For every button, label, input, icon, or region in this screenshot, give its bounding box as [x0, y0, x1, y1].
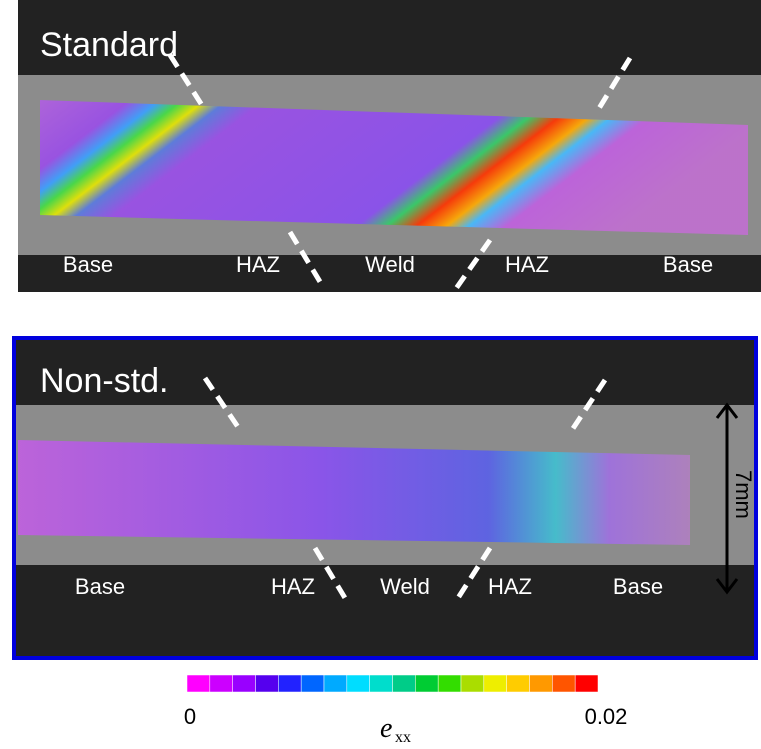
zone-label: Base [63, 252, 113, 277]
colorbar-swatch [278, 675, 301, 692]
colorbar-swatch [415, 675, 438, 692]
zone-label: Weld [365, 252, 415, 277]
zone-label: Weld [380, 574, 430, 599]
colorbar-swatch [324, 675, 347, 692]
zone-label: Base [613, 574, 663, 599]
panel-title: Standard [40, 26, 178, 64]
colorbar-swatch [552, 675, 575, 692]
zone-label: HAZ [271, 574, 315, 599]
panel-title: Non-std. [40, 362, 169, 400]
colorbar-swatch [256, 675, 279, 692]
colorbar-swatch [530, 675, 553, 692]
colorbar-swatch [233, 675, 256, 692]
colorbar-swatch [484, 675, 507, 692]
colorbar-swatch [210, 675, 233, 692]
figure: Standard Base HAZ Weld HAZ Base 7mm Non-… [0, 0, 761, 744]
colorbar-swatch [301, 675, 324, 692]
zone-label: HAZ [488, 574, 532, 599]
colorbar-max: 0.02 [585, 704, 628, 729]
colorbar-swatch [347, 675, 370, 692]
colorbar-swatch [461, 675, 484, 692]
panel-nonstd: 7mm Non-std. Base HAZ Weld HAZ Base [14, 338, 756, 658]
colorbar-subscript: xx [395, 729, 411, 744]
colorbar-min: 0 [184, 704, 196, 729]
zone-label: Base [663, 252, 713, 277]
scale-label: 7mm [731, 470, 756, 519]
colorbar-symbol: e [380, 713, 392, 744]
colorbar-swatch [370, 675, 393, 692]
colorbar-swatch [575, 675, 598, 692]
zone-label: HAZ [505, 252, 549, 277]
colorbar-swatch [507, 675, 530, 692]
colorbar-swatch [187, 675, 210, 692]
colorbar-swatch [393, 675, 416, 692]
strain-field [18, 440, 690, 545]
zone-label: HAZ [236, 252, 280, 277]
zone-label: Base [75, 574, 125, 599]
panel-standard: Standard Base HAZ Weld HAZ Base [18, 0, 761, 292]
colorbar [187, 675, 598, 692]
colorbar-swatch [438, 675, 461, 692]
